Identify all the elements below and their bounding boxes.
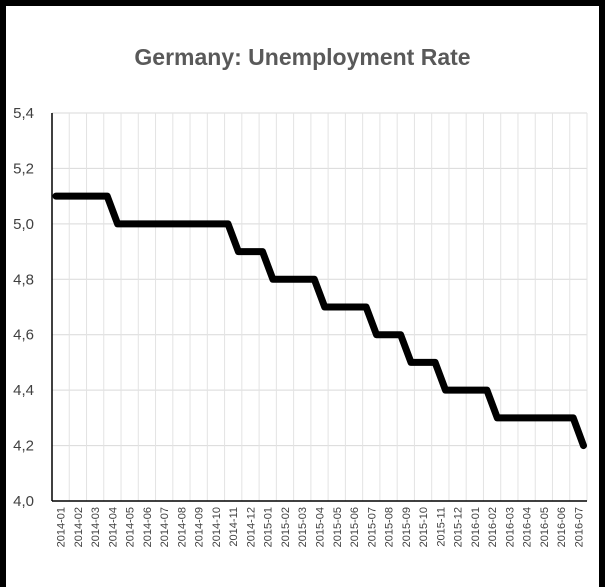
y-tick-label: 4,2	[13, 438, 34, 455]
x-tick-label: 2015-06	[349, 507, 361, 547]
chart-title: Germany: Unemployment Rate	[134, 44, 471, 70]
x-tick-label: 2015-09	[401, 507, 413, 547]
x-tick-label: 2015-01	[263, 507, 275, 547]
y-tick-label: 5,4	[13, 105, 34, 122]
x-tick-label: 2015-04	[315, 507, 327, 547]
x-tick-label: 2014-10	[211, 507, 223, 547]
x-tick-label: 2016-07	[573, 507, 585, 547]
x-tick-label: 2014-11	[228, 507, 240, 547]
y-tick-label: 4,0	[13, 493, 34, 510]
x-tick-label: 2014-06	[142, 507, 154, 547]
x-tick-label: 2014-04	[107, 507, 119, 547]
x-tick-label: 2015-10	[418, 507, 430, 547]
x-tick-label: 2015-12	[453, 507, 465, 547]
x-tick-label: 2015-07	[366, 507, 378, 547]
x-tick-label: 2014-01	[56, 507, 68, 547]
y-tick-label: 4,8	[13, 271, 34, 288]
x-tick-label: 2014-08	[176, 507, 188, 547]
x-tick-label: 2014-12	[245, 507, 257, 547]
x-tick-label: 2014-07	[159, 507, 171, 547]
y-tick-label: 4,4	[13, 382, 34, 399]
x-tick-label: 2014-09	[194, 507, 206, 547]
x-tick-label: 2014-03	[90, 507, 102, 547]
x-tick-label: 2015-11	[435, 507, 447, 547]
x-tick-label: 2015-03	[297, 507, 309, 547]
x-tick-label: 2015-08	[384, 507, 396, 547]
series-line	[52, 192, 587, 450]
x-tick-label: 2016-03	[504, 507, 516, 547]
x-tick-label: 2014-05	[125, 507, 137, 547]
x-tick-label: 2016-02	[487, 507, 499, 547]
y-tick-label: 4,6	[13, 327, 34, 344]
x-tick-label: 2014-02	[73, 507, 85, 547]
y-tick-label: 5,0	[13, 216, 34, 233]
x-tick-label: 2015-02	[280, 507, 292, 547]
x-tick-label: 2016-06	[556, 507, 568, 547]
x-tick-label: 2016-05	[539, 507, 551, 547]
x-tick-label: 2015-05	[332, 507, 344, 547]
y-tick-label: 5,2	[13, 160, 34, 177]
x-tick-label: 2016-04	[522, 507, 534, 547]
x-tick-label: 2016-01	[470, 507, 482, 547]
